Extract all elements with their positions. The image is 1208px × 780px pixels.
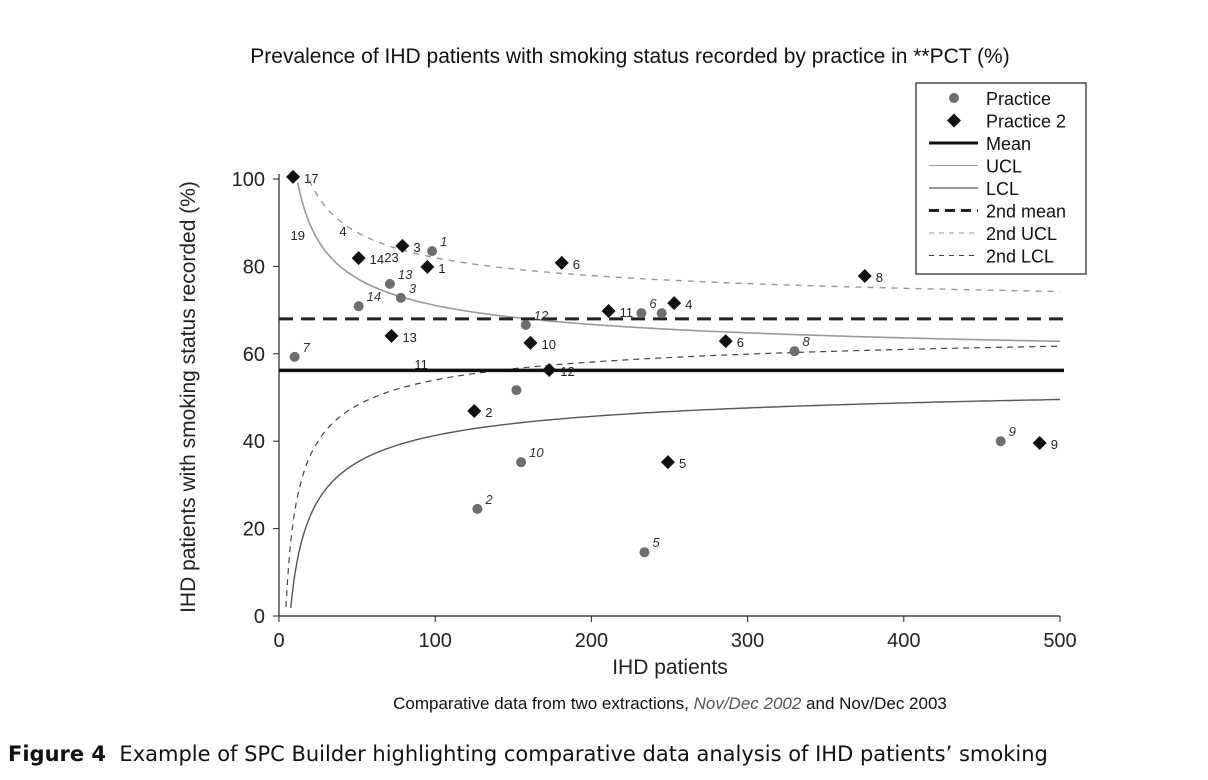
figure-label: Figure 4 xyxy=(8,742,107,766)
practice-point-label: 12 xyxy=(534,308,549,323)
practice-point xyxy=(472,503,483,514)
practice2-point-label: 1 xyxy=(438,261,445,276)
practice2-point-label: 10 xyxy=(541,337,555,352)
x-axis-label: IHD patients xyxy=(612,656,728,679)
practice-point xyxy=(656,308,667,319)
practice2-point xyxy=(286,169,301,184)
figure-caption: Figure 4 Example of SPC Builder highligh… xyxy=(8,742,1048,766)
practice2-point xyxy=(1032,435,1047,450)
x-tick-label: 0 xyxy=(273,630,284,652)
x-tick-label: 300 xyxy=(731,630,764,652)
practice2-point xyxy=(857,269,872,284)
practice-point xyxy=(384,278,395,289)
subtitle-prefix: Comparative data from two extractions, xyxy=(393,694,694,713)
practice2-point-label: 17 xyxy=(304,171,318,186)
practice-point xyxy=(520,319,531,330)
practice2-point-label: 5 xyxy=(679,456,686,471)
practice2-point-label: 4 xyxy=(685,297,692,312)
practice2-point xyxy=(667,296,682,311)
practice2-point xyxy=(420,259,435,274)
practice2-point-label: 3 xyxy=(413,240,420,255)
legend-2nd-mean-label: 2nd mean xyxy=(986,202,1066,222)
practice2-point xyxy=(601,303,616,318)
legend-box xyxy=(915,82,1087,275)
subtitle-suffix: and Nov/Dec 2003 xyxy=(801,694,947,713)
practice2-point-label: 14 xyxy=(370,252,384,267)
y-tick-label: 80 xyxy=(243,256,265,278)
point-annotation: 4 xyxy=(339,224,346,239)
practice-point xyxy=(639,547,650,558)
practice2-point-label: 2 xyxy=(485,405,492,420)
subtitle-italic: Nov/Dec 2002 xyxy=(693,694,802,713)
second-ucl-line xyxy=(308,180,1061,293)
point-annotation: 11 xyxy=(414,357,428,372)
practice-point xyxy=(516,457,527,468)
second-lcl-line xyxy=(285,345,1061,608)
y-tick-label: 0 xyxy=(254,606,265,628)
practice2-point xyxy=(718,334,733,349)
practice-point xyxy=(289,351,300,362)
y-tick-label: 60 xyxy=(243,344,265,366)
practice-point xyxy=(995,436,1006,447)
practice-point-label: 3 xyxy=(409,281,417,296)
x-tick-label: 400 xyxy=(887,630,920,652)
practice-point-label: 2 xyxy=(484,492,493,507)
y-axis-label: IHD patients with smoking status recorde… xyxy=(177,181,200,613)
lcl-line xyxy=(290,398,1061,608)
legend-2nd-ucl-label: 2nd UCL xyxy=(986,224,1057,244)
legend-practice-2-label: Practice 2 xyxy=(986,112,1066,132)
practice-point xyxy=(789,346,800,357)
chart-title: Prevalence of IHD patients with smoking … xyxy=(250,45,1009,68)
practice-point xyxy=(395,292,406,303)
practice2-point xyxy=(384,328,399,343)
practice-point-label: 14 xyxy=(367,289,381,304)
practice-point-label: 7 xyxy=(303,340,311,355)
x-tick-label: 500 xyxy=(1043,630,1076,652)
practice-point-label: 5 xyxy=(653,535,661,550)
practice2-point xyxy=(523,335,538,350)
practice2-point-label: 11 xyxy=(620,305,634,320)
practice2-point xyxy=(395,238,410,253)
legend-practice-marker xyxy=(949,93,959,103)
practice2-point-label: 12 xyxy=(560,364,574,379)
practice-point-label: 6 xyxy=(649,296,657,311)
practice-point xyxy=(636,308,647,319)
legend-practice-2-marker xyxy=(947,113,961,128)
practice-point xyxy=(511,385,522,396)
practice-point-label: 9 xyxy=(1009,424,1016,439)
legend-mean-label: Mean xyxy=(986,134,1031,154)
practice2-point-label: 6 xyxy=(737,335,744,350)
practice-point xyxy=(427,246,438,257)
practice2-point xyxy=(467,404,482,419)
practice-point-label: 8 xyxy=(802,334,810,349)
figure-caption-text: Example of SPC Builder highlighting comp… xyxy=(119,742,1048,766)
legend-ucl-label: UCL xyxy=(986,157,1022,177)
practice2-point-label: 9 xyxy=(1051,437,1058,452)
practice2-point xyxy=(554,255,569,270)
y-tick-label: 100 xyxy=(232,169,265,191)
legend-2nd-lcl-label: 2nd LCL xyxy=(986,247,1054,267)
point-annotation: 23 xyxy=(384,250,398,265)
practice2-point-label: 8 xyxy=(876,270,883,285)
practice-point-label: 13 xyxy=(398,267,413,282)
practice2-point-label: 13 xyxy=(402,330,416,345)
point-annotation: 19 xyxy=(291,228,305,243)
legend-lcl-label: LCL xyxy=(986,179,1019,199)
y-tick-label: 20 xyxy=(243,519,265,541)
practice2-point-label: 6 xyxy=(573,257,580,272)
practice-point-label: 1 xyxy=(440,234,447,249)
practice2-point xyxy=(660,455,675,470)
practice-point xyxy=(353,301,364,312)
y-tick-label: 40 xyxy=(243,431,265,453)
legend-practice-label: Practice xyxy=(986,89,1051,109)
practice2-point xyxy=(351,251,366,266)
x-tick-label: 100 xyxy=(419,630,452,652)
chart-subtitle: Comparative data from two extractions, N… xyxy=(0,694,1208,714)
practice-point-label: 10 xyxy=(529,445,544,460)
practice2-point xyxy=(542,362,557,377)
x-tick-label: 200 xyxy=(575,630,608,652)
